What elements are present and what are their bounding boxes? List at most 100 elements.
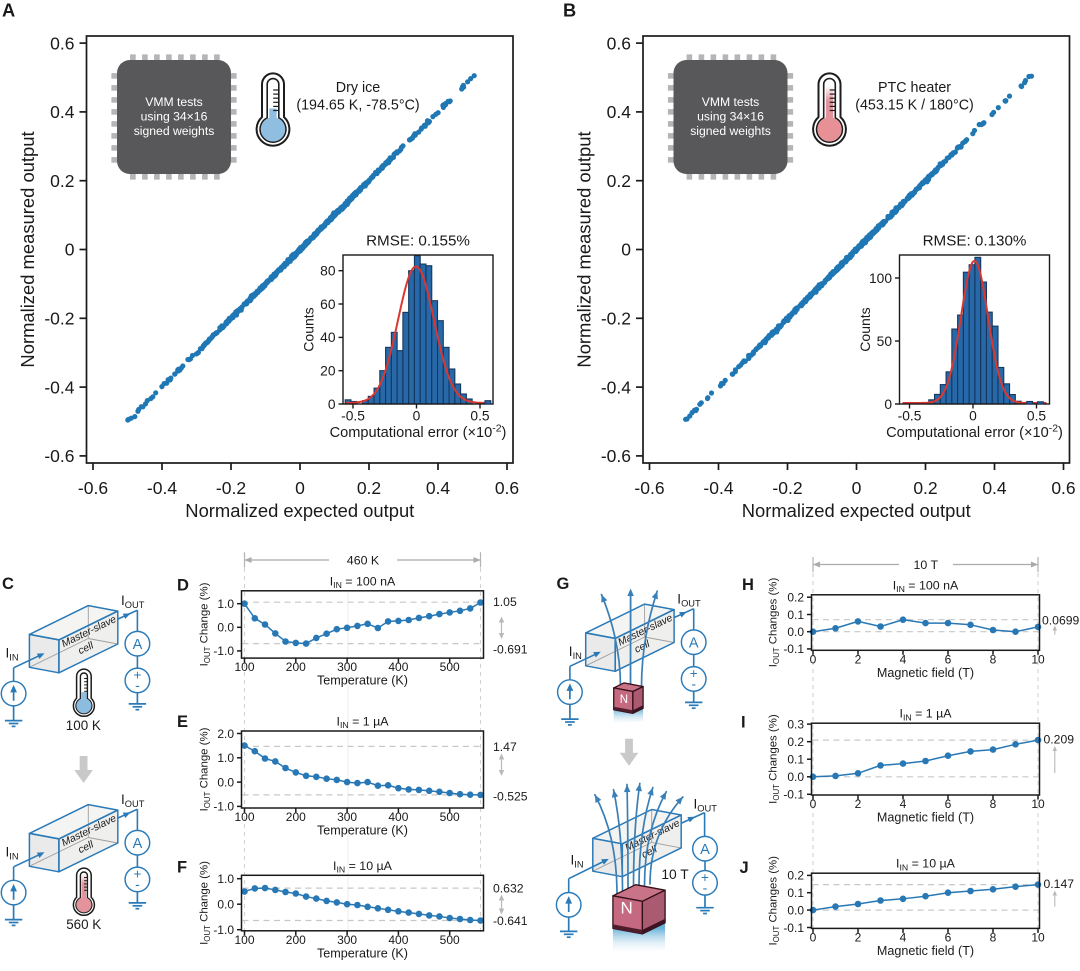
svg-text:0: 0 <box>884 397 892 412</box>
svg-text:10: 10 <box>1031 652 1045 666</box>
svg-text:6: 6 <box>945 930 952 944</box>
svg-text:100 K: 100 K <box>66 718 101 733</box>
svg-text:0: 0 <box>328 397 336 412</box>
svg-text:-0.4: -0.4 <box>44 377 74 397</box>
svg-text:IOUT Changes (%): IOUT Changes (%) <box>768 578 781 668</box>
svg-text:E: E <box>177 713 188 731</box>
svg-text:IOUT Change (%): IOUT Change (%) <box>199 861 212 945</box>
svg-text:A: A <box>700 842 710 858</box>
svg-text:C: C <box>2 575 14 593</box>
svg-text:0.6: 0.6 <box>607 33 631 53</box>
svg-text:0.1: 0.1 <box>787 753 804 767</box>
svg-text:J: J <box>740 859 749 877</box>
svg-text:F: F <box>177 858 187 876</box>
svg-text:IOUT Change (%): IOUT Change (%) <box>199 727 212 811</box>
svg-text:Computational error (×10-2): Computational error (×10-2) <box>886 423 1063 442</box>
svg-text:-0.1: -0.1 <box>783 921 804 935</box>
svg-text:300: 300 <box>337 660 357 674</box>
svg-text:400: 400 <box>388 933 408 947</box>
svg-text:Normalized expected output: Normalized expected output <box>742 500 971 521</box>
svg-text:8: 8 <box>990 652 997 666</box>
svg-text:-: - <box>135 677 140 693</box>
svg-text:0.2: 0.2 <box>607 171 631 191</box>
svg-text:IIN = 100 nA: IIN = 100 nA <box>893 578 959 594</box>
svg-text:1.0: 1.0 <box>217 872 234 886</box>
svg-text:D: D <box>177 577 189 595</box>
svg-text:IIN = 10 µA: IIN = 10 µA <box>333 859 393 875</box>
svg-text:using 34×16: using 34×16 <box>141 110 208 124</box>
svg-text:2: 2 <box>855 930 862 944</box>
svg-text:+: + <box>133 867 141 882</box>
svg-text:200: 200 <box>286 660 306 674</box>
svg-text:-: - <box>691 675 696 691</box>
svg-text:-0.4: -0.4 <box>147 478 177 498</box>
svg-text:-1.0: -1.0 <box>213 923 234 937</box>
svg-text:560 K: 560 K <box>66 917 101 932</box>
svg-text:0.1: 0.1 <box>787 886 804 900</box>
svg-text:Magnetic field (T): Magnetic field (T) <box>877 666 974 680</box>
svg-text:+: + <box>690 666 698 681</box>
svg-text:200: 200 <box>286 933 306 947</box>
svg-text:500: 500 <box>440 660 460 674</box>
svg-text:10: 10 <box>1031 930 1045 944</box>
svg-text:6: 6 <box>945 797 952 811</box>
svg-text:0.4: 0.4 <box>50 102 75 122</box>
svg-text:0.4: 0.4 <box>426 478 451 498</box>
svg-text:Normalized measured output: Normalized measured output <box>574 131 595 367</box>
svg-text:IOUT Changes (%): IOUT Changes (%) <box>768 856 781 946</box>
svg-text:-0.5: -0.5 <box>898 409 922 424</box>
svg-text:4: 4 <box>900 652 907 666</box>
svg-text:N: N <box>621 899 633 918</box>
svg-text:N: N <box>620 694 628 706</box>
svg-text:Counts: Counts <box>857 307 873 351</box>
svg-text:-0.6: -0.6 <box>634 478 664 498</box>
svg-text:0: 0 <box>65 240 75 260</box>
svg-text:0.5: 0.5 <box>470 409 490 424</box>
svg-text:40: 40 <box>320 330 336 345</box>
svg-text:0: 0 <box>295 478 305 498</box>
svg-text:IIN = 1 µA: IIN = 1 µA <box>337 715 390 731</box>
svg-text:-0.2: -0.2 <box>216 478 246 498</box>
svg-text:0.4: 0.4 <box>607 102 632 122</box>
svg-text:0: 0 <box>621 240 631 260</box>
svg-text:A: A <box>133 637 143 653</box>
svg-text:100: 100 <box>234 810 254 824</box>
svg-text:+: + <box>701 870 709 885</box>
svg-text:1.05: 1.05 <box>493 595 517 609</box>
svg-text:0.6: 0.6 <box>495 478 519 498</box>
svg-text:0.2: 0.2 <box>787 591 804 605</box>
svg-text:0: 0 <box>413 409 421 424</box>
svg-text:400: 400 <box>388 660 408 674</box>
svg-text:B: B <box>563 0 576 20</box>
svg-text:IIN = 10 µA: IIN = 10 µA <box>896 857 956 873</box>
svg-text:0.2: 0.2 <box>50 171 74 191</box>
svg-text:-0.2: -0.2 <box>44 309 74 329</box>
svg-text:100: 100 <box>234 660 254 674</box>
svg-text:-0.2: -0.2 <box>601 309 631 329</box>
svg-text:signed weights: signed weights <box>690 124 771 138</box>
svg-text:-0.6: -0.6 <box>601 446 631 466</box>
svg-text:0.4: 0.4 <box>982 478 1007 498</box>
svg-text:2: 2 <box>855 652 862 666</box>
svg-text:+: + <box>133 668 141 683</box>
svg-text:10: 10 <box>1031 797 1045 811</box>
svg-text:0.0: 0.0 <box>217 775 234 789</box>
svg-text:0.1: 0.1 <box>787 608 804 622</box>
svg-text:using 34×16: using 34×16 <box>697 110 764 124</box>
svg-text:-0.2: -0.2 <box>772 478 802 498</box>
svg-text:10 T: 10 T <box>914 558 939 572</box>
svg-text:-0.1: -0.1 <box>783 788 804 802</box>
svg-text:-0.691: -0.691 <box>493 642 528 656</box>
svg-text:-: - <box>703 879 708 895</box>
svg-text:-1.0: -1.0 <box>213 644 234 658</box>
svg-text:0.6: 0.6 <box>50 33 74 53</box>
svg-text:Temperature (K): Temperature (K) <box>317 824 408 838</box>
svg-text:0: 0 <box>969 409 977 424</box>
svg-text:2: 2 <box>855 797 862 811</box>
svg-text:0.2: 0.2 <box>913 478 937 498</box>
svg-text:0: 0 <box>810 652 817 666</box>
svg-text:Computational error (×10-2): Computational error (×10-2) <box>330 423 507 442</box>
svg-text:-0.641: -0.641 <box>493 914 528 928</box>
svg-text:Temperature (K): Temperature (K) <box>317 946 408 960</box>
svg-text:-0.525: -0.525 <box>493 789 528 803</box>
